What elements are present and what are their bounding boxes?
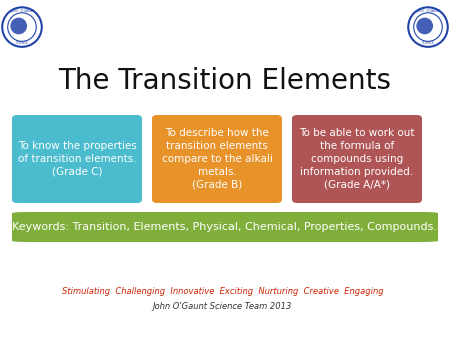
Text: John O'Gaunt Science Team 2013: John O'Gaunt Science Team 2013 xyxy=(153,302,292,311)
Text: Keywords: Transition, Elements, Physical, Chemical, Properties, Compounds.: Keywords: Transition, Elements, Physical… xyxy=(13,222,437,232)
Text: The Transition Elements: The Transition Elements xyxy=(58,67,392,95)
Circle shape xyxy=(10,18,27,34)
Text: JOHN · O'GAUNT: JOHN · O'GAUNT xyxy=(416,9,440,13)
Text: SCIENCE: SCIENCE xyxy=(16,41,28,45)
FancyBboxPatch shape xyxy=(292,115,422,203)
Text: To be able to work out
the formula of
compounds using
information provided.
(Gra: To be able to work out the formula of co… xyxy=(299,128,415,190)
FancyBboxPatch shape xyxy=(152,115,282,203)
Text: To know the properties
of transition elements.
(Grade C): To know the properties of transition ele… xyxy=(18,141,136,177)
Text: SCIENCE: SCIENCE xyxy=(422,41,434,45)
Circle shape xyxy=(416,18,433,34)
FancyBboxPatch shape xyxy=(12,115,142,203)
FancyBboxPatch shape xyxy=(12,212,438,242)
Text: Stimulating  Challenging  Innovative  Exciting  Nurturing  Creative  Engaging: Stimulating Challenging Innovative Excit… xyxy=(62,287,383,296)
Text: JOHN · O'GAUNT: JOHN · O'GAUNT xyxy=(10,9,34,13)
Text: To describe how the
transition elements
compare to the alkali
metals.
(Grade B): To describe how the transition elements … xyxy=(162,128,272,190)
